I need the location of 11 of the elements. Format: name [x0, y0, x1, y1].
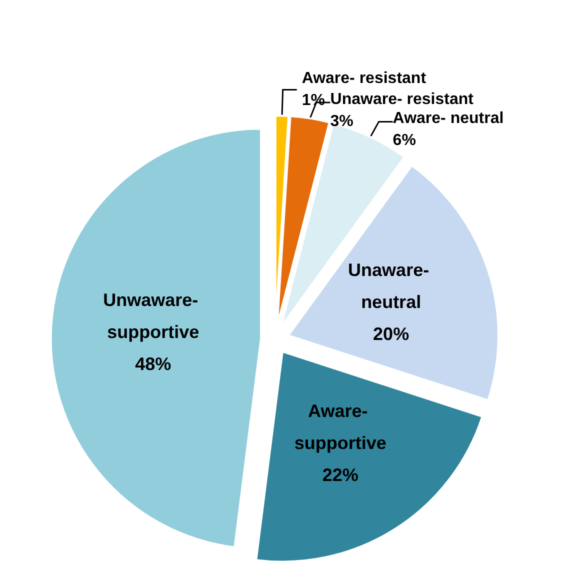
data-label: 48%	[135, 354, 172, 374]
slice-label: Unaware- neutral	[348, 260, 434, 312]
slice-label: Unaware- resistant	[330, 90, 474, 108]
data-label: 6%	[392, 132, 416, 150]
slice-label: Aware- supportive	[294, 400, 386, 453]
data-label: 20%	[373, 324, 410, 344]
slice-label: Unwaware- supportive	[103, 290, 204, 342]
data-label: 22%	[322, 464, 358, 485]
slice-label: Aware- neutral	[392, 110, 504, 128]
data-label: 3%	[330, 112, 354, 130]
slice-label: Aware- resistant	[302, 70, 427, 88]
